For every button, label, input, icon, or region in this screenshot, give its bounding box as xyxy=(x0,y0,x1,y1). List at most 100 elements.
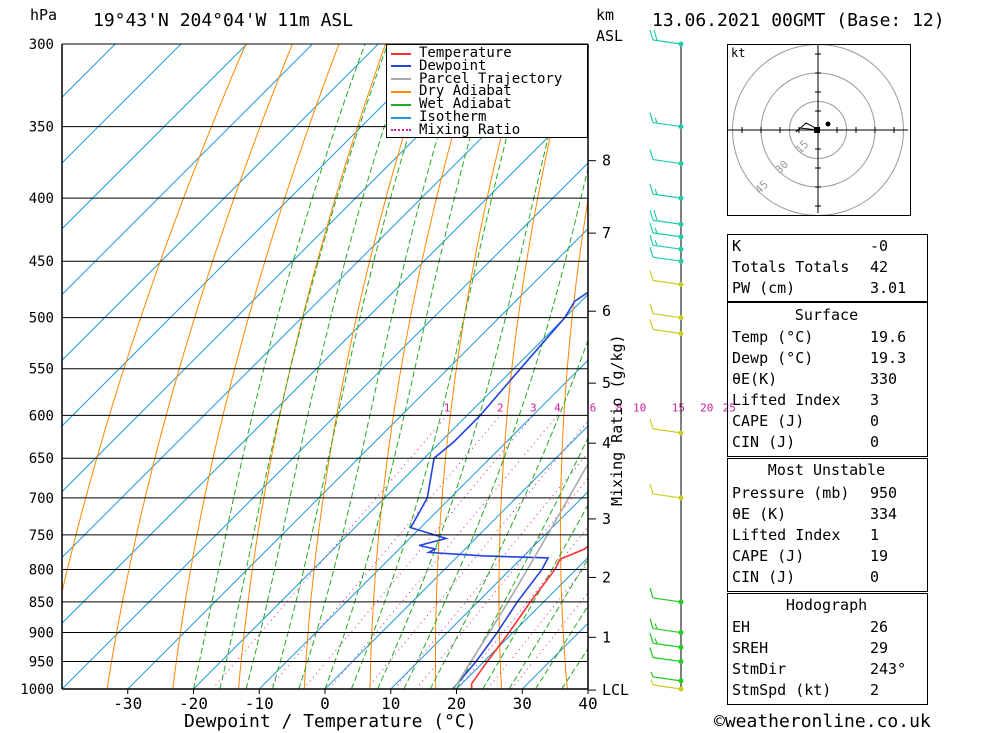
index-label: SREH xyxy=(732,638,769,657)
index-row: CAPE (J) 0 xyxy=(728,410,926,431)
wind-barb-flag xyxy=(649,587,654,599)
x-tick-label: 30 xyxy=(513,694,532,713)
pressure-tick-label: 300 xyxy=(29,37,54,53)
mixing-ratio-tick-label: 4 xyxy=(554,401,561,414)
index-value: 3.01 xyxy=(870,278,907,297)
legend-label: Isotherm xyxy=(419,109,487,125)
pressure-tick-label: 350 xyxy=(29,120,54,136)
wind-barb-half-flag xyxy=(654,239,658,246)
height-tick-label: 8 xyxy=(602,152,611,170)
wind-barb-flag xyxy=(649,319,654,330)
legend-swatch xyxy=(391,65,411,68)
isotherm-line xyxy=(62,44,576,559)
legend-swatch xyxy=(391,116,411,119)
hodograph-storm-marker xyxy=(814,127,820,133)
hodograph-unit: kt xyxy=(731,46,746,60)
height-tick-label: 6 xyxy=(602,302,611,320)
legend-item: Temperature xyxy=(391,46,512,60)
wind-barb-half-flag xyxy=(654,638,658,644)
dry-adiabat-line xyxy=(106,44,293,689)
legend-item: Parcel Trajectory xyxy=(391,72,562,86)
legend-label: Dry Adiabat xyxy=(419,83,512,100)
location-title: 19°43'N 204°04'W 11m ASL xyxy=(93,10,354,31)
index-value: -0 xyxy=(870,236,889,255)
index-value: 0 xyxy=(870,567,880,586)
index-row: Temp (°C) 19.6 xyxy=(728,326,926,347)
indices-surface-table: Temp (°C) 19.6 Dewp (°C) 19.3 θE(K) 330 Lifted… xyxy=(728,326,926,452)
index-value: 19.3 xyxy=(870,348,907,367)
pressure-tick-label: 450 xyxy=(29,254,54,270)
index-row: PW (cm) 3.01 xyxy=(728,277,926,298)
isotherm-line xyxy=(62,96,588,624)
legend-swatch xyxy=(391,90,411,93)
wind-barb-flag xyxy=(649,618,654,629)
pressure-tick-label: 650 xyxy=(29,451,54,467)
legend-item: Dewpoint xyxy=(391,59,486,73)
wet-adiabat-line xyxy=(324,44,498,689)
indices-general-panel xyxy=(727,234,928,302)
x-tick-label: -30 xyxy=(113,694,142,713)
isotherm-line xyxy=(62,162,588,689)
wind-barb-shaft xyxy=(652,627,682,634)
wind-barb-flag xyxy=(649,222,654,234)
copyright-text: ©weatheronline.co.uk xyxy=(714,711,931,732)
wet-adiabat-line xyxy=(193,44,366,689)
indices-mu-panel xyxy=(727,458,928,592)
wind-barb-shaft xyxy=(652,232,682,238)
legend-label: Mixing Ratio xyxy=(419,121,521,138)
legend-swatch xyxy=(391,78,411,81)
wind-barb-shaft xyxy=(652,642,682,648)
wind-barb-shaft xyxy=(652,597,682,603)
wind-barb-shaft xyxy=(652,279,682,286)
wind-barb-half-flag xyxy=(654,117,658,123)
most-unstable-title: Most Unstable xyxy=(767,461,886,479)
legend-swatch xyxy=(391,129,411,132)
mixing-ratio-tick-label: 15 xyxy=(672,401,685,414)
isotherm-line xyxy=(62,44,116,98)
indices-general-table: K -0 Totals Totals 42 PW (cm) 3.01 xyxy=(728,235,926,298)
wind-barb-flag xyxy=(649,149,654,160)
pressure-tick-label: 600 xyxy=(29,408,54,424)
isotherm-line xyxy=(258,359,588,689)
pressure-tick-label: 800 xyxy=(29,562,54,578)
wet-adiabat-line xyxy=(350,44,533,689)
index-label: CIN (J) xyxy=(732,567,796,586)
x-tick-label: -20 xyxy=(179,694,208,713)
wind-barb-half-flag xyxy=(650,679,654,686)
index-row: Totals Totals 42 xyxy=(728,256,926,277)
index-row: Lifted Index 3 xyxy=(728,389,926,410)
index-label: CAPE (J) xyxy=(732,546,805,565)
wind-barb-half-flag xyxy=(654,188,658,195)
index-row: θE(K) 330 xyxy=(728,368,926,389)
wind-barb-flag xyxy=(649,210,654,221)
dry-adiabat-line xyxy=(991,44,1000,689)
wind-barb-flag xyxy=(649,235,654,246)
isotherm-line xyxy=(62,44,248,230)
height-tick-label: 4 xyxy=(602,434,611,452)
mixing-ratio-tick-label: 3 xyxy=(530,401,537,414)
index-row: K -0 xyxy=(728,235,926,256)
index-row: CIN (J) 0 xyxy=(728,566,926,587)
legend: Temperature Dewpoint Parcel Trajectory Dry … xyxy=(386,44,588,138)
indices-mu-table: Pressure (mb) 950 θE (K) 334 Lifted Index 1 CA… xyxy=(728,482,926,587)
mixing-ratio-line xyxy=(366,420,588,689)
mixing-ratio-line xyxy=(456,526,588,689)
legend-swatch xyxy=(391,103,411,106)
index-label: Totals Totals xyxy=(732,257,850,276)
dry-adiabat-line xyxy=(942,44,1000,689)
dry-adiabat-line xyxy=(172,44,340,689)
isotherm-line xyxy=(62,44,511,493)
mixing-ratio-tick-label: 10 xyxy=(633,401,646,414)
index-value: 1 xyxy=(870,525,880,544)
x-tick-label: 40 xyxy=(578,694,597,713)
mixing-ratio-line xyxy=(393,452,588,689)
wind-barb-shaft xyxy=(652,428,682,434)
wind-barb-flag xyxy=(649,647,654,658)
height-tick-label: 3 xyxy=(602,510,611,528)
isotherm-line xyxy=(62,44,182,164)
wind-barb-shaft xyxy=(652,493,682,499)
wind-barb-shaft xyxy=(652,676,682,682)
index-value: 334 xyxy=(870,504,898,523)
mixing-ratio-line xyxy=(268,415,501,689)
mixing-ratio-axis-label: Mixing Ratio (g/kg) xyxy=(608,334,626,506)
